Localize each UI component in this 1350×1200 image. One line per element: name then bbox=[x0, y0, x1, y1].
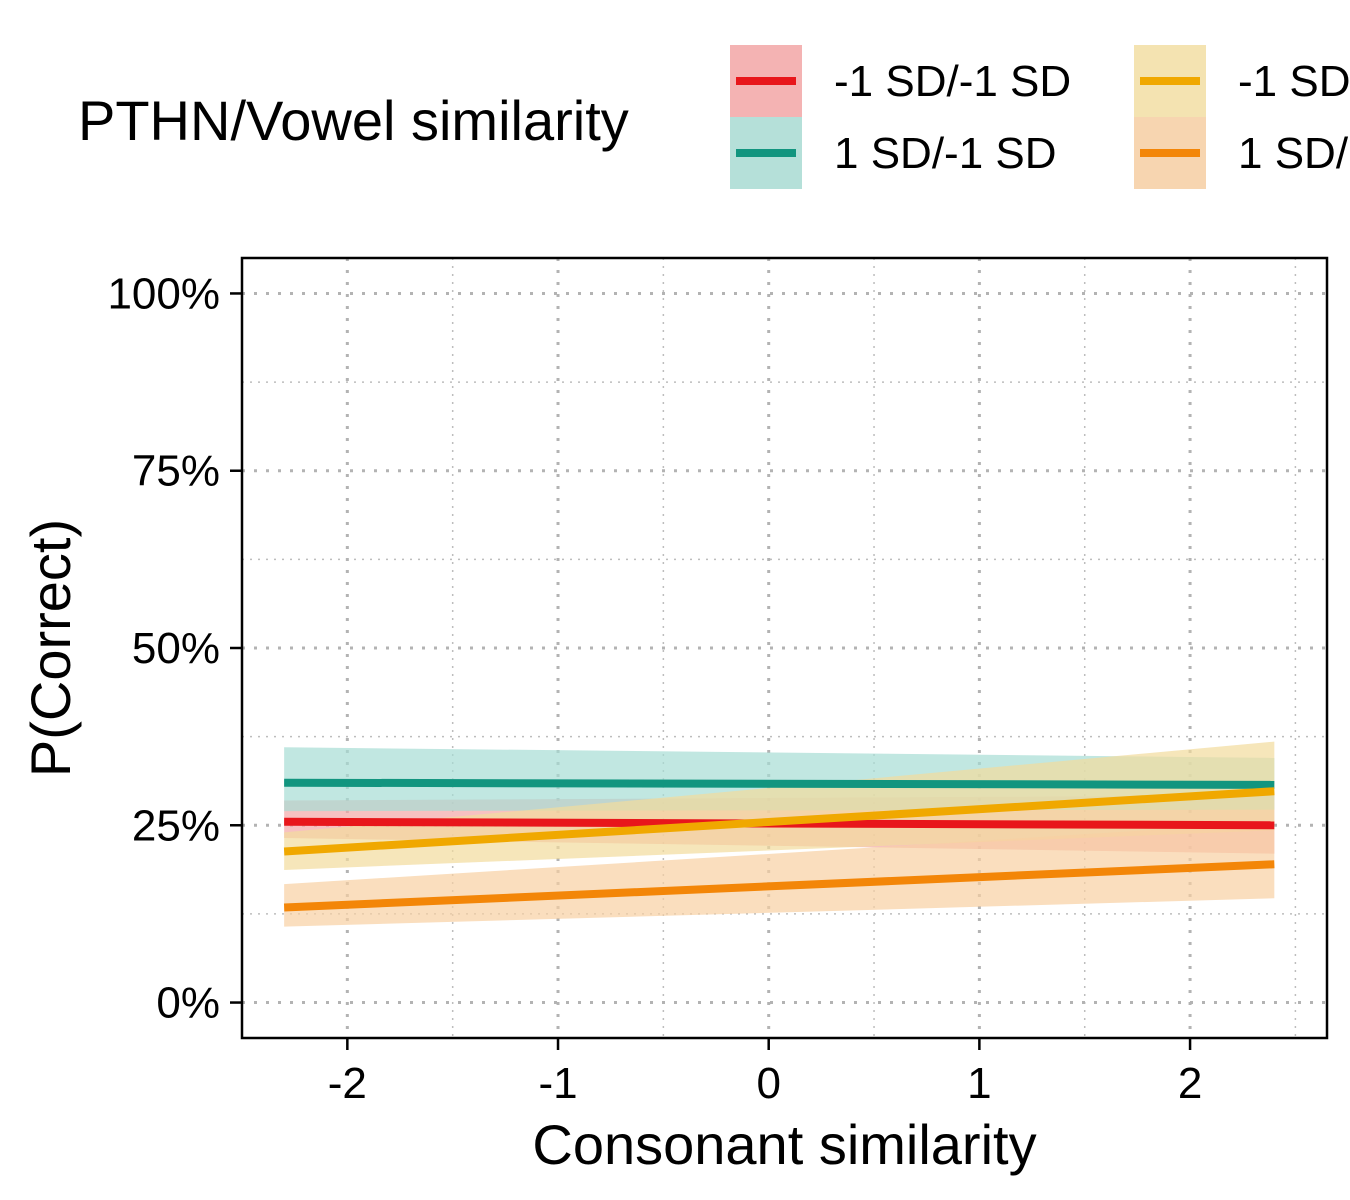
legend-label-3: -1 SD bbox=[1238, 57, 1350, 106]
legend-title: PTHN/Vowel similarity bbox=[78, 89, 629, 152]
legend-label-4: 1 SD/ bbox=[1238, 129, 1349, 178]
legend-label-2: 1 SD/-1 SD bbox=[834, 129, 1057, 178]
legend: PTHN/Vowel similarity -1 SD/-1 SD 1 SD/-… bbox=[0, 0, 1350, 200]
series-line-3 bbox=[283, 787, 1275, 856]
legend-item-3: -1 SD bbox=[1134, 45, 1350, 117]
x-tick-label-3: 1 bbox=[967, 1059, 991, 1108]
legend-item-1: -1 SD/-1 SD bbox=[730, 45, 1190, 117]
y-tick-label-2: 50% bbox=[132, 624, 220, 673]
y-tick-label-0: 0% bbox=[156, 979, 220, 1028]
legend-item-4: 1 SD/ bbox=[1134, 117, 1350, 189]
series-line-2 bbox=[284, 778, 1275, 789]
legend-item-2: 1 SD/-1 SD bbox=[730, 117, 1190, 189]
legend-key-4 bbox=[1134, 117, 1206, 189]
legend-key-3 bbox=[1134, 45, 1206, 117]
legend-key-2 bbox=[730, 117, 802, 189]
y-tick-label-4: 100% bbox=[107, 269, 220, 318]
legend-label-1: -1 SD/-1 SD bbox=[834, 57, 1072, 106]
y-tick-label-3: 75% bbox=[132, 447, 220, 496]
x-tick-label-1: -1 bbox=[538, 1059, 577, 1108]
legend-key-1 bbox=[730, 45, 802, 117]
series-line-4 bbox=[283, 860, 1275, 912]
x-tick-label-2: 0 bbox=[756, 1059, 780, 1108]
y-tick-label-1: 25% bbox=[132, 801, 220, 850]
y-axis-title: P(Correct) bbox=[19, 519, 82, 777]
x-tick-label-4: 2 bbox=[1178, 1059, 1202, 1108]
x-tick-label-0: -2 bbox=[328, 1059, 367, 1108]
x-axis-title: Consonant similarity bbox=[532, 1113, 1036, 1176]
